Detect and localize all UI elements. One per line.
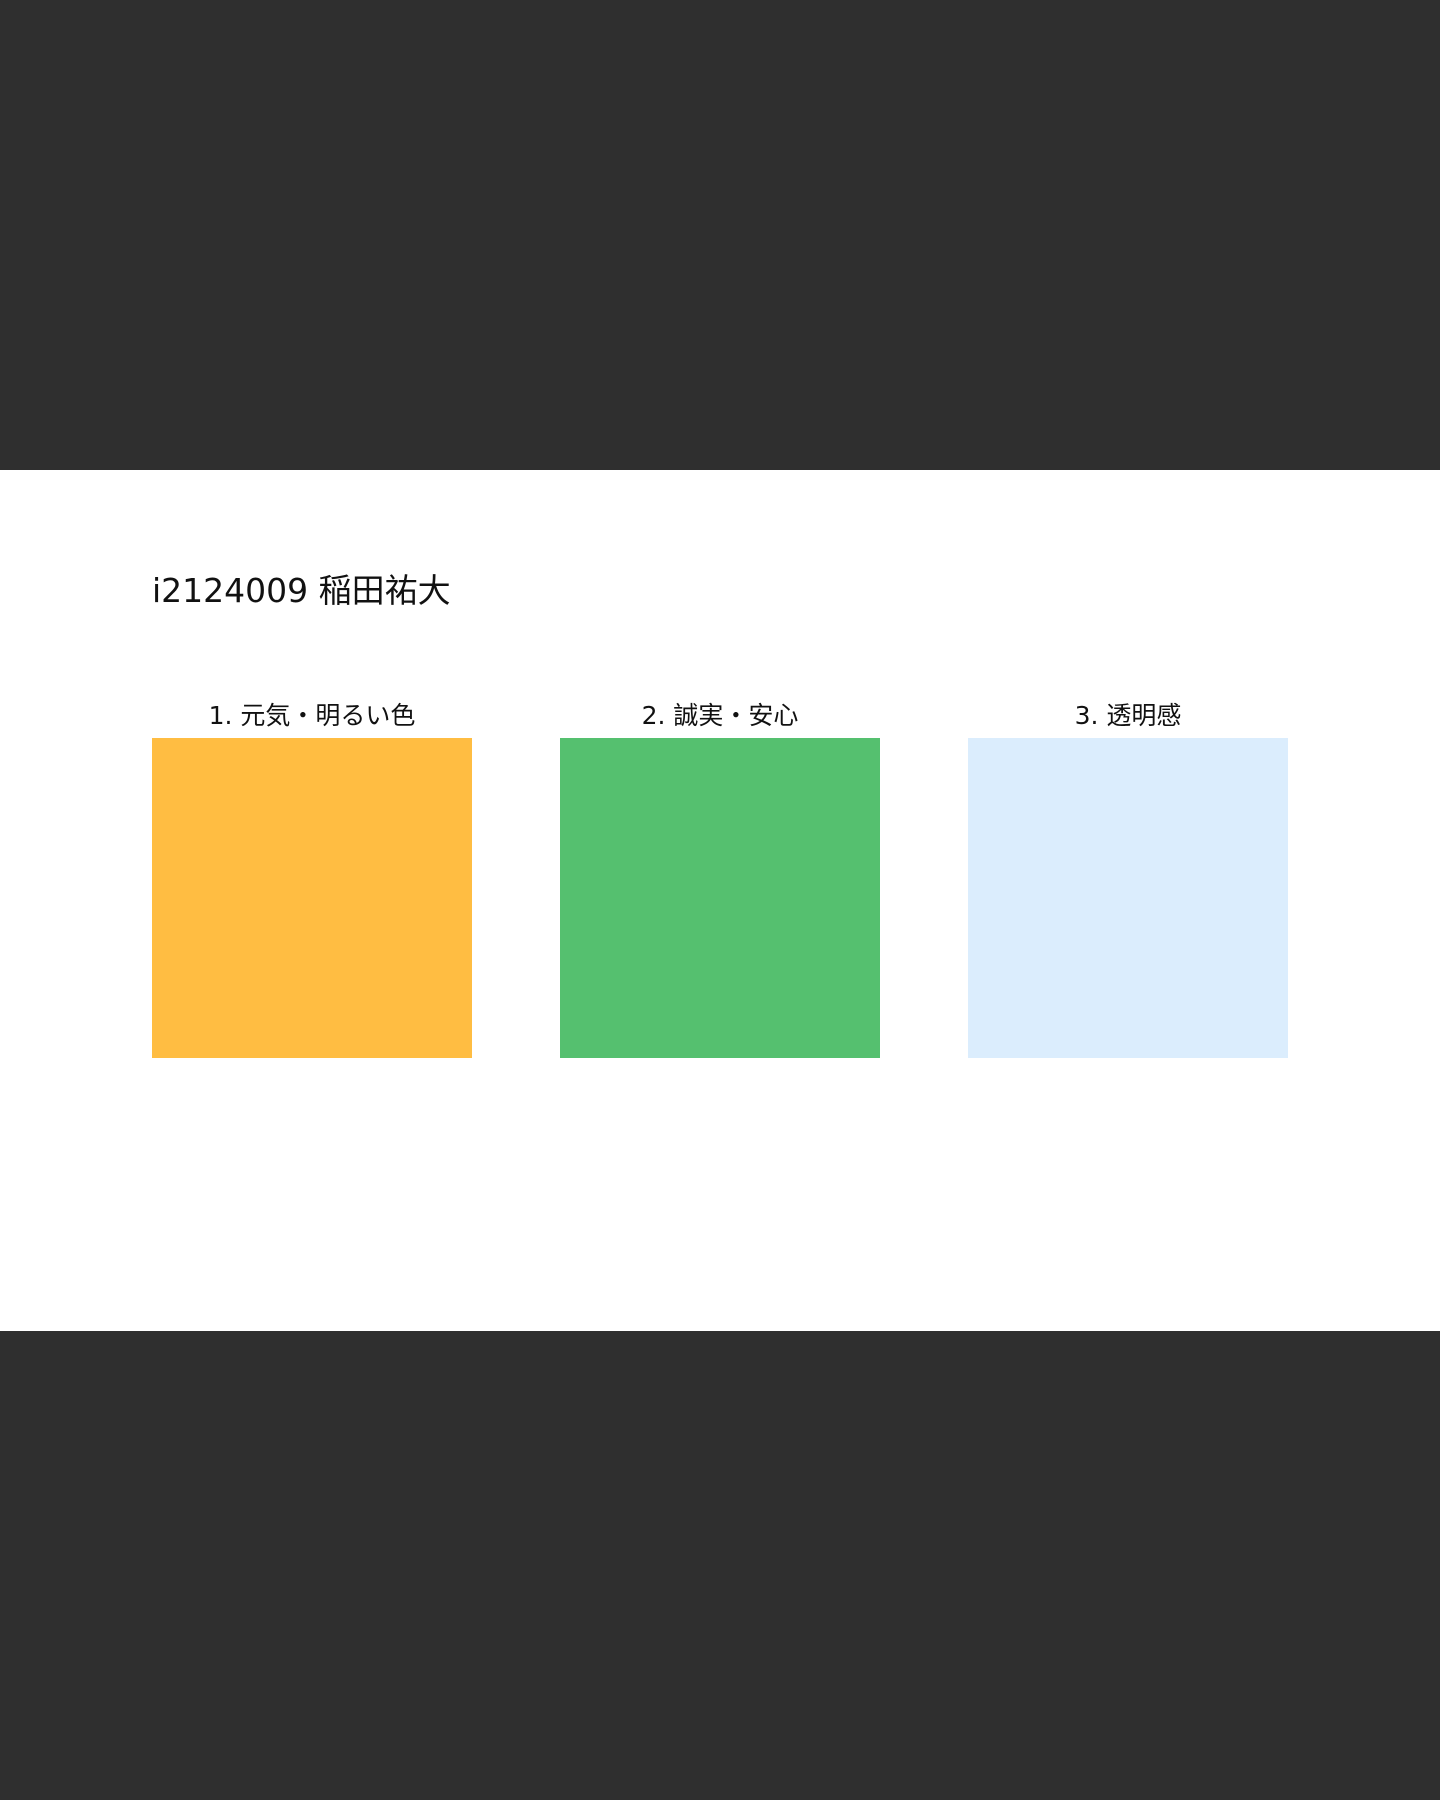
swatch-color-1	[152, 738, 472, 1058]
swatch-card-3: 3. 透明感	[968, 698, 1288, 1058]
swatch-row: 1. 元気・明るい色 2. 誠実・安心 3. 透明感	[152, 698, 1288, 1058]
swatch-color-3	[968, 738, 1288, 1058]
swatch-color-2	[560, 738, 880, 1058]
swatch-card-1: 1. 元気・明るい色	[152, 698, 472, 1058]
bottom-dark-band	[0, 1331, 1440, 1800]
swatch-label-2: 2. 誠実・安心	[641, 701, 799, 730]
top-dark-band	[0, 0, 1440, 470]
swatch-label-3: 3. 透明感	[1074, 701, 1182, 730]
swatch-label-1: 1. 元気・明るい色	[208, 701, 416, 730]
color-palette-slide: i2124009 稲田祐大 1. 元気・明るい色 2. 誠実・安心 3. 透明感	[0, 470, 1440, 1331]
swatch-card-2: 2. 誠実・安心	[560, 698, 880, 1058]
page-title: i2124009 稲田祐大	[152, 571, 451, 610]
